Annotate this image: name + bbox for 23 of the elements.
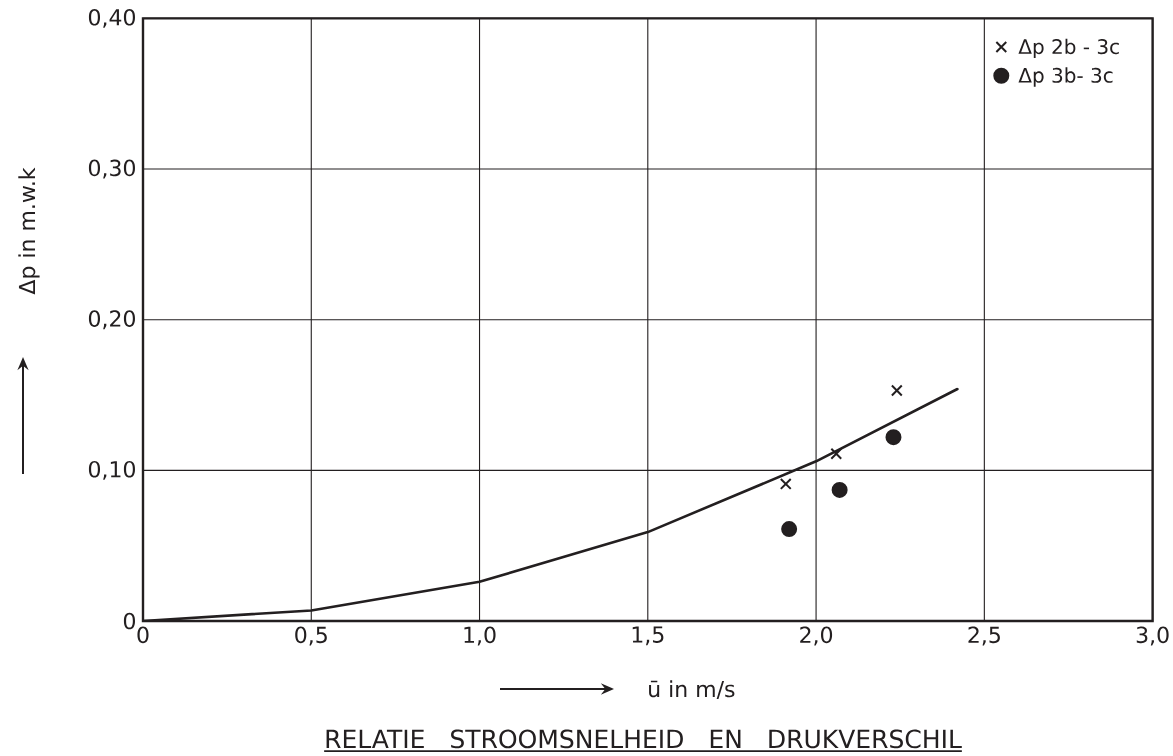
y-tick-label: 0	[123, 612, 135, 630]
x-tick-label: 0	[137, 626, 149, 644]
y-tick-label: 0,10	[88, 460, 135, 480]
x-tick-label: 1,5	[632, 626, 664, 646]
x-tick-label: 2,5	[968, 626, 1000, 646]
legend-label: Δp 3b- 3c	[1018, 67, 1113, 87]
point	[890, 384, 903, 397]
point	[830, 447, 843, 460]
y-tick-label: 0,40	[88, 8, 135, 28]
x-tick-label: 1,0	[464, 626, 496, 646]
legend-label: Δp 2b - 3c	[1018, 38, 1119, 59]
y-tick-label: 0,30	[88, 159, 135, 179]
point	[885, 429, 902, 446]
x-axis-title: ū in m/s	[649, 680, 735, 700]
y-axis-title: Δp in m.w.k	[18, 167, 40, 295]
point	[779, 477, 792, 490]
x-tick-label: 0,5	[295, 626, 327, 646]
text: RELATIE STROOMSNELHEID EN DRUKVERSCHIL	[326, 729, 962, 749]
x-tick-label: 3,0	[1136, 626, 1169, 646]
y-tick-label: 0,20	[88, 310, 135, 330]
point	[781, 521, 798, 538]
point	[831, 481, 848, 498]
x-tick-label: 2,0	[800, 626, 833, 646]
